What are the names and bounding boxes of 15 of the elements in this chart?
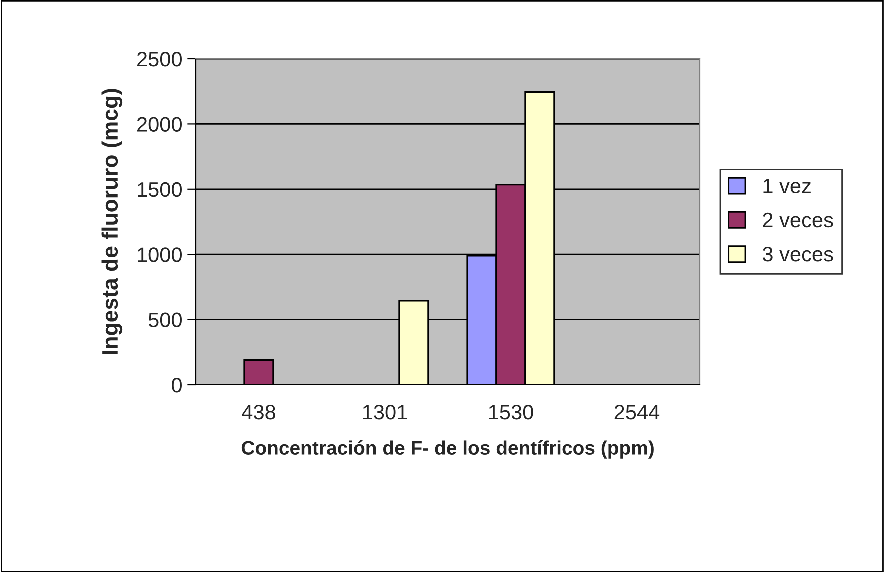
x-tick-label: 1301 xyxy=(363,404,408,420)
legend-label: 2 veces xyxy=(763,212,834,228)
y-tick-label: 2000 xyxy=(138,117,182,132)
x-tick-label: 1530 xyxy=(489,404,534,420)
y-tick-label: 0 xyxy=(172,378,182,393)
x-axis-title: Concentración de F- de los dentífricos (ppm) xyxy=(242,440,654,459)
y-tick-label: 500 xyxy=(148,312,182,328)
y-axis-title: Ingesta de fluoruro (mcg) xyxy=(102,89,123,354)
y-tick-label: 1500 xyxy=(138,182,182,198)
x-tick-label: 438 xyxy=(242,404,276,420)
legend-label: 3 veces xyxy=(762,247,834,262)
y-tick-label: 2500 xyxy=(138,52,182,67)
y-tick-label: 1000 xyxy=(138,248,182,262)
x-tick-label: 2544 xyxy=(614,404,660,420)
legend-label: 1 vez xyxy=(764,178,811,194)
